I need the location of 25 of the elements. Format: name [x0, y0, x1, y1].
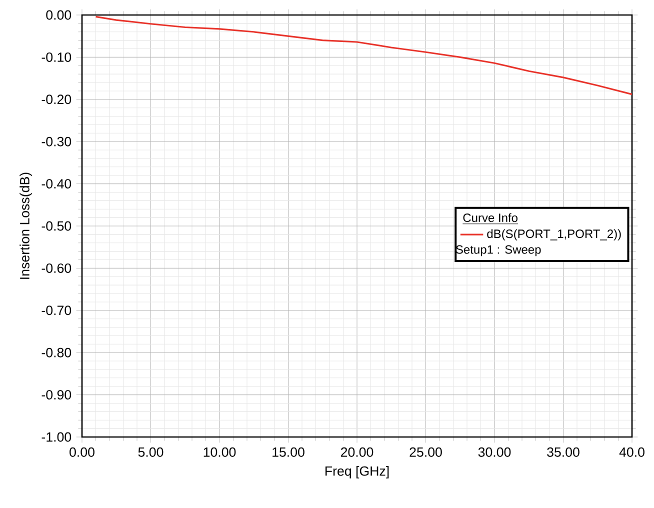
x-tick-label: 25.00	[410, 447, 442, 457]
x-tick-label: 40.0	[619, 447, 644, 457]
x-tick-label: 20.00	[340, 447, 374, 457]
x-tick-label: 35.00	[547, 447, 580, 457]
y-tick-label: -0.80	[42, 348, 72, 358]
y-tick-label: -0.70	[42, 306, 72, 316]
y-tick-label: -0.90	[42, 390, 72, 400]
legend-label: dB(S(PORT_1,PORT_2))	[487, 229, 621, 240]
y-tick-label: -0.40	[42, 179, 72, 189]
y-tick-label: -1.00	[42, 432, 72, 442]
legend-title: Curve Info	[463, 213, 518, 222]
y-tick-label: -0.50	[42, 221, 72, 231]
y-tick-label: -0.20	[42, 94, 72, 104]
x-axis-title: Freq [GHz]	[325, 466, 389, 478]
x-tick-label: 0.00	[70, 447, 94, 457]
y-tick-label: -0.30	[42, 136, 72, 146]
x-tick-label: 15.00	[272, 447, 304, 457]
x-tick-label: 10.00	[204, 447, 236, 457]
x-tick-label: 30.00	[478, 447, 511, 457]
annotation: Setup1 : Sweep	[456, 245, 541, 256]
y-tick-label: -0.10	[42, 52, 72, 62]
y-tick-label: -0.60	[42, 263, 72, 273]
y-axis-title: Insertion Loss(dB)	[20, 172, 32, 279]
x-tick-label: 5.00	[138, 447, 164, 457]
y-tick-label: 0.00	[46, 10, 72, 20]
